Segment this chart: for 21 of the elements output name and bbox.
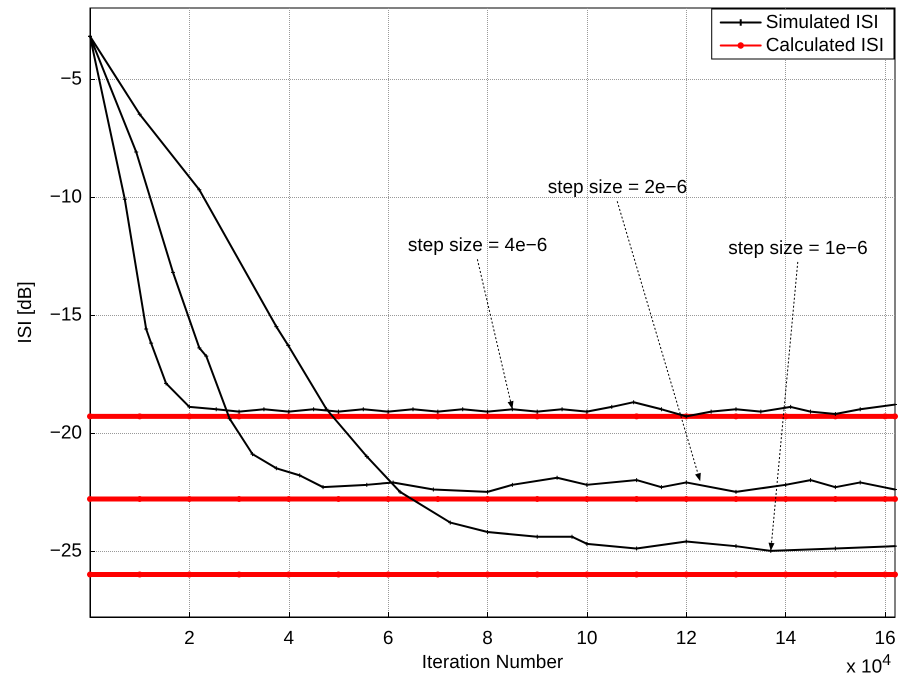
legend-label: Calculated ISI (766, 35, 884, 56)
y-tick-label: −20 (50, 422, 82, 444)
y-axis-title: ISI [dB] (15, 281, 36, 344)
x-tick-label: 10 (576, 628, 598, 649)
text: x 10$^{4}$ (846, 652, 891, 678)
annotation: step size = 1e−6 (728, 238, 868, 260)
x-axis-title: Iteration Number (422, 652, 564, 673)
y-tick-label: −25 (50, 540, 82, 562)
x-tick-label: 6 (382, 628, 394, 649)
x-tick-label: 16 (874, 628, 896, 649)
y-tick-label: −15 (50, 304, 82, 326)
x-tick-label: 4 (283, 628, 294, 649)
x-tick-label: 2 (184, 628, 195, 649)
legend-label: Simulated ISI (766, 12, 879, 33)
x-tick-label: 8 (482, 628, 493, 649)
x-tick-label: 12 (676, 628, 697, 649)
annotation: step size = 4e−6 (408, 235, 548, 258)
annotation: step size = 2e−6 (548, 177, 688, 200)
x-tick-label: 14 (775, 628, 797, 649)
y-tick-label: −10 (50, 186, 82, 208)
y-tick-label: −5 (60, 68, 82, 90)
